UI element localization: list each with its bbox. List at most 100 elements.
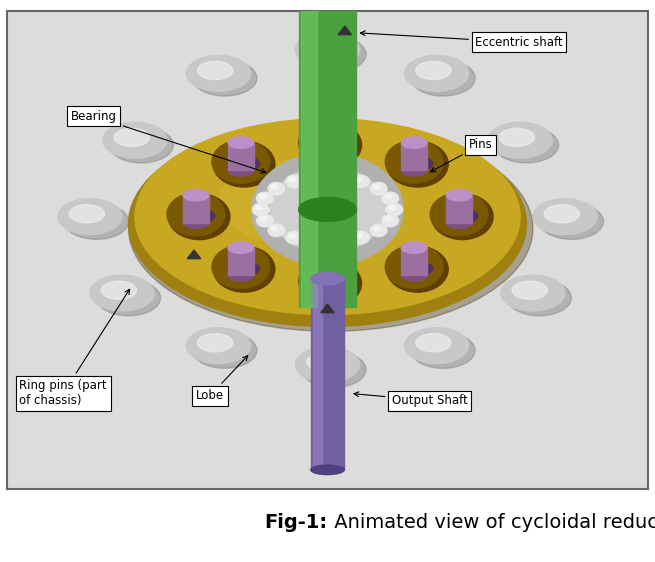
Circle shape	[271, 226, 278, 231]
Circle shape	[299, 121, 356, 164]
Ellipse shape	[307, 353, 342, 371]
Ellipse shape	[295, 347, 360, 383]
Ellipse shape	[58, 199, 122, 234]
Circle shape	[432, 194, 493, 239]
Ellipse shape	[198, 334, 233, 352]
Circle shape	[385, 140, 443, 183]
Circle shape	[373, 184, 380, 189]
Ellipse shape	[314, 146, 341, 157]
Ellipse shape	[314, 256, 341, 268]
Circle shape	[270, 166, 385, 252]
Ellipse shape	[544, 205, 580, 223]
Ellipse shape	[198, 61, 233, 80]
Ellipse shape	[295, 31, 360, 67]
Ellipse shape	[411, 333, 475, 368]
Ellipse shape	[302, 352, 366, 387]
Ellipse shape	[446, 189, 472, 201]
Bar	[183, 195, 209, 223]
Ellipse shape	[228, 165, 253, 176]
Circle shape	[256, 214, 273, 227]
Ellipse shape	[299, 0, 356, 6]
Ellipse shape	[402, 137, 427, 148]
Ellipse shape	[533, 199, 597, 234]
Ellipse shape	[186, 210, 215, 223]
Ellipse shape	[228, 270, 253, 281]
Ellipse shape	[416, 61, 451, 80]
Bar	[314, 262, 341, 290]
Circle shape	[310, 237, 317, 242]
Circle shape	[308, 171, 324, 184]
Circle shape	[286, 175, 303, 188]
Circle shape	[214, 246, 275, 292]
Text: Eccentric shaft: Eccentric shaft	[360, 31, 563, 49]
Circle shape	[382, 214, 399, 227]
Circle shape	[352, 175, 369, 188]
Ellipse shape	[318, 138, 346, 151]
Bar	[446, 195, 472, 223]
Circle shape	[252, 153, 403, 266]
Circle shape	[386, 246, 448, 292]
Ellipse shape	[90, 275, 154, 311]
Ellipse shape	[495, 127, 559, 163]
Bar	[299, 0, 356, 307]
Circle shape	[308, 235, 324, 248]
Ellipse shape	[314, 284, 341, 296]
Ellipse shape	[218, 160, 398, 245]
Ellipse shape	[135, 119, 520, 315]
Circle shape	[286, 232, 303, 244]
Circle shape	[268, 224, 285, 237]
Ellipse shape	[402, 270, 427, 281]
Bar	[301, 0, 317, 307]
Text: Lobe: Lobe	[196, 356, 248, 402]
Circle shape	[385, 245, 443, 288]
Circle shape	[382, 192, 399, 205]
Ellipse shape	[318, 277, 346, 290]
Circle shape	[356, 233, 362, 238]
Ellipse shape	[193, 333, 257, 368]
Circle shape	[430, 193, 488, 236]
Circle shape	[252, 203, 269, 216]
Circle shape	[300, 122, 362, 168]
Text: Ring pins (part
of chassis): Ring pins (part of chassis)	[20, 289, 130, 407]
Circle shape	[289, 233, 295, 238]
Circle shape	[300, 261, 362, 306]
Ellipse shape	[507, 280, 571, 316]
Ellipse shape	[302, 37, 366, 72]
Circle shape	[373, 226, 380, 231]
Ellipse shape	[103, 123, 167, 158]
Circle shape	[370, 183, 387, 195]
Ellipse shape	[102, 281, 136, 300]
Ellipse shape	[109, 127, 174, 163]
Ellipse shape	[64, 203, 128, 239]
Ellipse shape	[539, 203, 603, 239]
Ellipse shape	[512, 281, 548, 300]
Circle shape	[256, 192, 273, 205]
Circle shape	[289, 177, 295, 182]
Ellipse shape	[402, 165, 427, 176]
Circle shape	[389, 205, 396, 210]
Circle shape	[214, 141, 275, 187]
Circle shape	[356, 177, 362, 182]
Text: Bearing: Bearing	[71, 110, 266, 173]
Circle shape	[168, 194, 230, 239]
Circle shape	[385, 194, 392, 199]
Text: Animated view of cycloidal reducer: Animated view of cycloidal reducer	[328, 513, 655, 532]
Circle shape	[212, 140, 270, 183]
Ellipse shape	[405, 56, 469, 91]
Ellipse shape	[231, 262, 259, 275]
Ellipse shape	[228, 137, 253, 148]
Circle shape	[271, 184, 278, 189]
Ellipse shape	[307, 38, 342, 56]
Circle shape	[352, 232, 369, 244]
Circle shape	[268, 183, 285, 195]
Bar	[402, 143, 427, 170]
Ellipse shape	[96, 280, 160, 316]
Circle shape	[310, 173, 317, 178]
Ellipse shape	[186, 56, 250, 91]
Ellipse shape	[183, 189, 209, 201]
Circle shape	[299, 260, 356, 302]
Ellipse shape	[488, 123, 552, 158]
Ellipse shape	[183, 217, 209, 229]
Ellipse shape	[193, 60, 257, 96]
Circle shape	[255, 205, 262, 210]
